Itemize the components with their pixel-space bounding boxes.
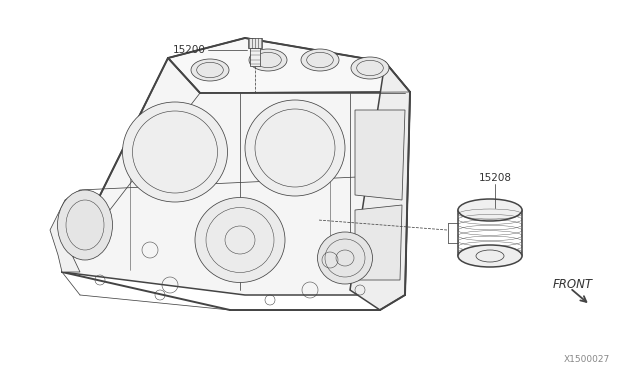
Ellipse shape	[317, 232, 372, 284]
Text: X1500027: X1500027	[564, 355, 610, 364]
Ellipse shape	[195, 198, 285, 282]
Ellipse shape	[458, 199, 522, 221]
Ellipse shape	[245, 100, 345, 196]
Ellipse shape	[191, 59, 229, 81]
Ellipse shape	[458, 245, 522, 267]
Ellipse shape	[58, 190, 113, 260]
Bar	[250, 48, 260, 66]
Ellipse shape	[301, 49, 339, 71]
Polygon shape	[50, 190, 80, 272]
Ellipse shape	[351, 57, 389, 79]
Text: 15200: 15200	[173, 45, 206, 55]
Polygon shape	[355, 205, 402, 280]
Ellipse shape	[249, 49, 287, 71]
Polygon shape	[62, 58, 410, 295]
Polygon shape	[350, 62, 410, 310]
Bar	[248, 38, 262, 48]
Polygon shape	[355, 110, 405, 200]
Ellipse shape	[122, 102, 227, 202]
Text: FRONT: FRONT	[553, 279, 593, 292]
Polygon shape	[168, 38, 410, 93]
Text: 15208: 15208	[479, 173, 511, 183]
